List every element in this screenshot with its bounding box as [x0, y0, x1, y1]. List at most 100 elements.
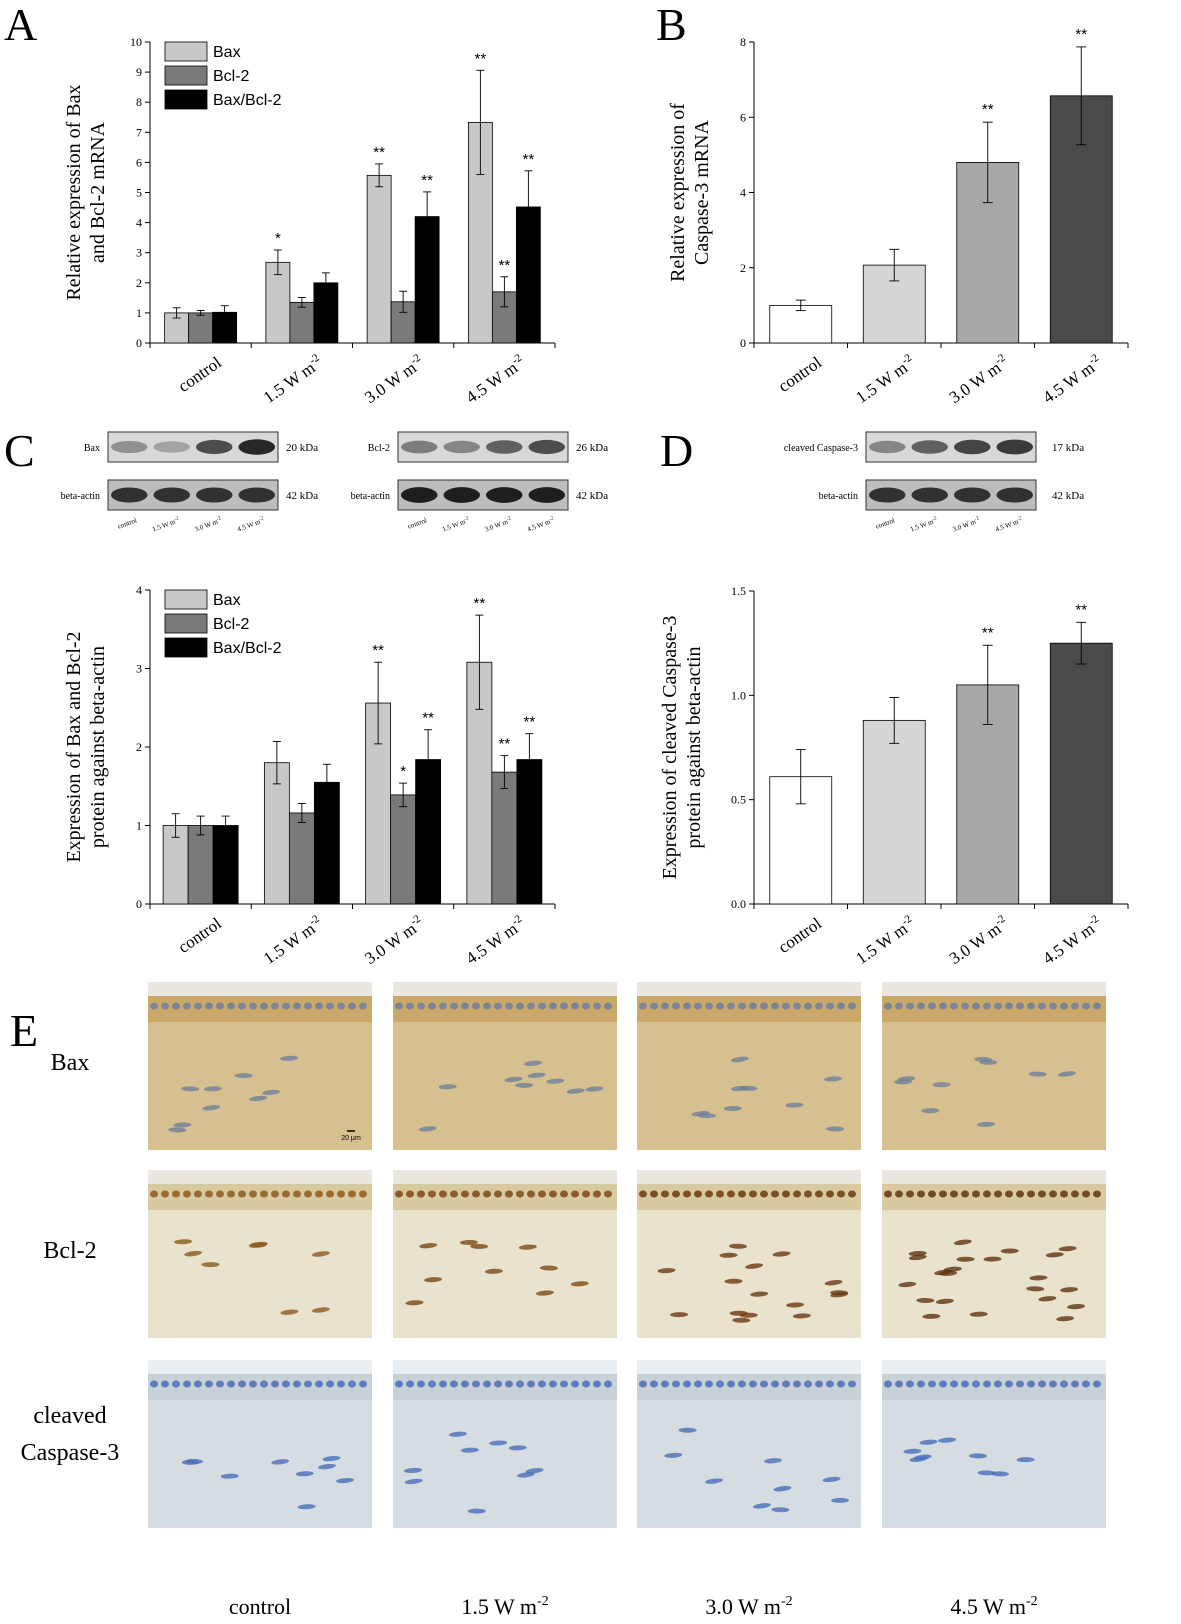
ihc-nucleus	[172, 1002, 180, 1010]
ihc-nucleus	[837, 1002, 845, 1010]
x-category-label: control	[175, 914, 226, 957]
ihc-nucleus	[1082, 1380, 1090, 1388]
significance-label: **	[499, 257, 511, 274]
ihc-nucleus	[961, 1002, 969, 1010]
ihc-nucleus	[1027, 1002, 1035, 1010]
ihc-nucleus	[150, 1380, 158, 1388]
legend-swatch	[164, 613, 208, 634]
y-tick-label: 2	[136, 276, 142, 290]
blot-band	[486, 440, 523, 454]
blot-row-label: beta-actin	[819, 491, 858, 502]
legend-label: Bax/Bcl-2	[213, 92, 282, 109]
ihc-nucleus	[348, 1380, 356, 1388]
ihc-nucleus	[549, 1190, 557, 1198]
ihc-nucleus	[950, 1190, 958, 1198]
ihc-nucleus	[1071, 1380, 1079, 1388]
ihc-fiber-nucleus	[484, 1268, 503, 1274]
ihc-nucleus	[1082, 1190, 1090, 1198]
ihc-nucleus	[939, 1380, 947, 1388]
ihc-fiber-nucleus	[830, 1292, 849, 1298]
ihc-nucleus	[271, 1002, 279, 1010]
significance-label: **	[372, 642, 384, 659]
legend-swatch	[164, 65, 208, 86]
ihc-top-edge	[637, 1170, 861, 1184]
ihc-nucleus	[483, 1002, 491, 1010]
ihc-fiber-nucleus	[824, 1279, 843, 1286]
ihc-nucleus	[650, 1190, 658, 1198]
ihc-column-superscript: -2	[781, 1594, 793, 1609]
ihc-top-edge	[148, 982, 372, 996]
ihc-fiber-nucleus	[908, 1254, 927, 1261]
ihc-nucleus	[639, 1002, 647, 1010]
ihc-nucleus	[505, 1190, 513, 1198]
ihc-image-grid: 20 μm Bax Bcl-2 cleaved Caspase-3 control 1.5 …	[21, 982, 1106, 1619]
ihc-fiber-nucleus	[489, 1440, 508, 1446]
chart-a-mrna-bax-bcl2: 0 1 2 3 4 5 6 7 8 9 10 Relative expression of Bax an…	[63, 35, 556, 407]
x-category-label: 3.0 W m-2	[945, 913, 1012, 968]
ihc-nucleus	[1016, 1380, 1024, 1388]
blot-band	[996, 487, 1033, 503]
y-axis-title-line: and Bcl-2 mRNA	[87, 121, 109, 263]
legend-swatch	[164, 589, 208, 610]
ihc-nucleus	[1038, 1002, 1046, 1010]
bar-bax	[366, 174, 392, 344]
y-tick-label: 3	[136, 246, 142, 260]
y-tick-label: 5	[136, 186, 142, 200]
ihc-nucleus	[1027, 1190, 1035, 1198]
x-category-label: control	[775, 353, 826, 396]
y-tick-label: 1.5	[731, 584, 746, 598]
ihc-column-label: 4.5 W m-2	[950, 1594, 1037, 1619]
ihc-nucleus	[906, 1190, 914, 1198]
ihc-fiber-nucleus	[419, 1243, 438, 1249]
ihc-column-label: 1.5 W m-2	[461, 1594, 548, 1619]
ihc-fiber-nucleus	[470, 1243, 489, 1249]
ihc-fiber-nucleus	[322, 1455, 341, 1462]
ihc-fiber-nucleus	[418, 1126, 437, 1132]
ihc-fiber-nucleus	[318, 1463, 336, 1470]
ihc-nucleus	[804, 1380, 812, 1388]
ihc-fiber-nucleus	[968, 1453, 987, 1459]
y-axis-title-line: Expression of Bax and Bcl-2	[63, 631, 85, 862]
ihc-fiber-nucleus	[518, 1244, 537, 1250]
ihc-nucleus	[359, 1002, 367, 1010]
blot-lane-label: control	[407, 516, 428, 530]
ihc-nucleus	[205, 1380, 213, 1388]
ihc-nucleus	[950, 1002, 958, 1010]
ihc-nucleus	[183, 1380, 191, 1388]
ihc-image	[148, 1360, 372, 1528]
blot-band	[401, 487, 438, 503]
bar-bcl-2	[289, 301, 315, 344]
x-category-label-superscript: -2	[307, 913, 321, 928]
ihc-nucleus	[439, 1380, 447, 1388]
ihc-nucleus	[705, 1380, 713, 1388]
ihc-nucleus	[771, 1380, 779, 1388]
significance-label: *	[275, 230, 281, 247]
bar	[862, 719, 926, 905]
x-category-label: 3.0 W m-2	[945, 352, 1012, 407]
ihc-nucleus	[249, 1002, 257, 1010]
ihc-fiber-nucleus	[898, 1281, 917, 1288]
ihc-nucleus	[826, 1190, 834, 1198]
significance-label: **	[523, 151, 535, 168]
y-axis-title-line: Relative expression of	[667, 103, 689, 282]
significance-label: **	[1075, 26, 1087, 43]
ihc-fiber-nucleus	[831, 1497, 850, 1503]
y-tick-label: 4	[136, 583, 142, 597]
ihc-nucleus	[450, 1190, 458, 1198]
ihc-nucleus	[895, 1002, 903, 1010]
ihc-nucleus	[683, 1002, 691, 1010]
ihc-nucleus	[593, 1190, 601, 1198]
ihc-nucleus	[705, 1190, 713, 1198]
ihc-nucleus	[516, 1002, 524, 1010]
ihc-nucleus	[1060, 1002, 1068, 1010]
ihc-nucleus	[395, 1380, 403, 1388]
ihc-nucleus	[716, 1002, 724, 1010]
blot-row-label: beta-actin	[351, 491, 390, 502]
ihc-fiber-nucleus	[585, 1086, 604, 1092]
legend-swatch	[164, 637, 208, 658]
ihc-fiber-nucleus	[826, 1126, 845, 1132]
y-axis-title-line: Relative expression of Bax	[63, 84, 85, 300]
ihc-nucleus	[472, 1002, 480, 1010]
ihc-nucleus	[738, 1190, 746, 1198]
ihc-fiber-nucleus	[1038, 1296, 1057, 1302]
